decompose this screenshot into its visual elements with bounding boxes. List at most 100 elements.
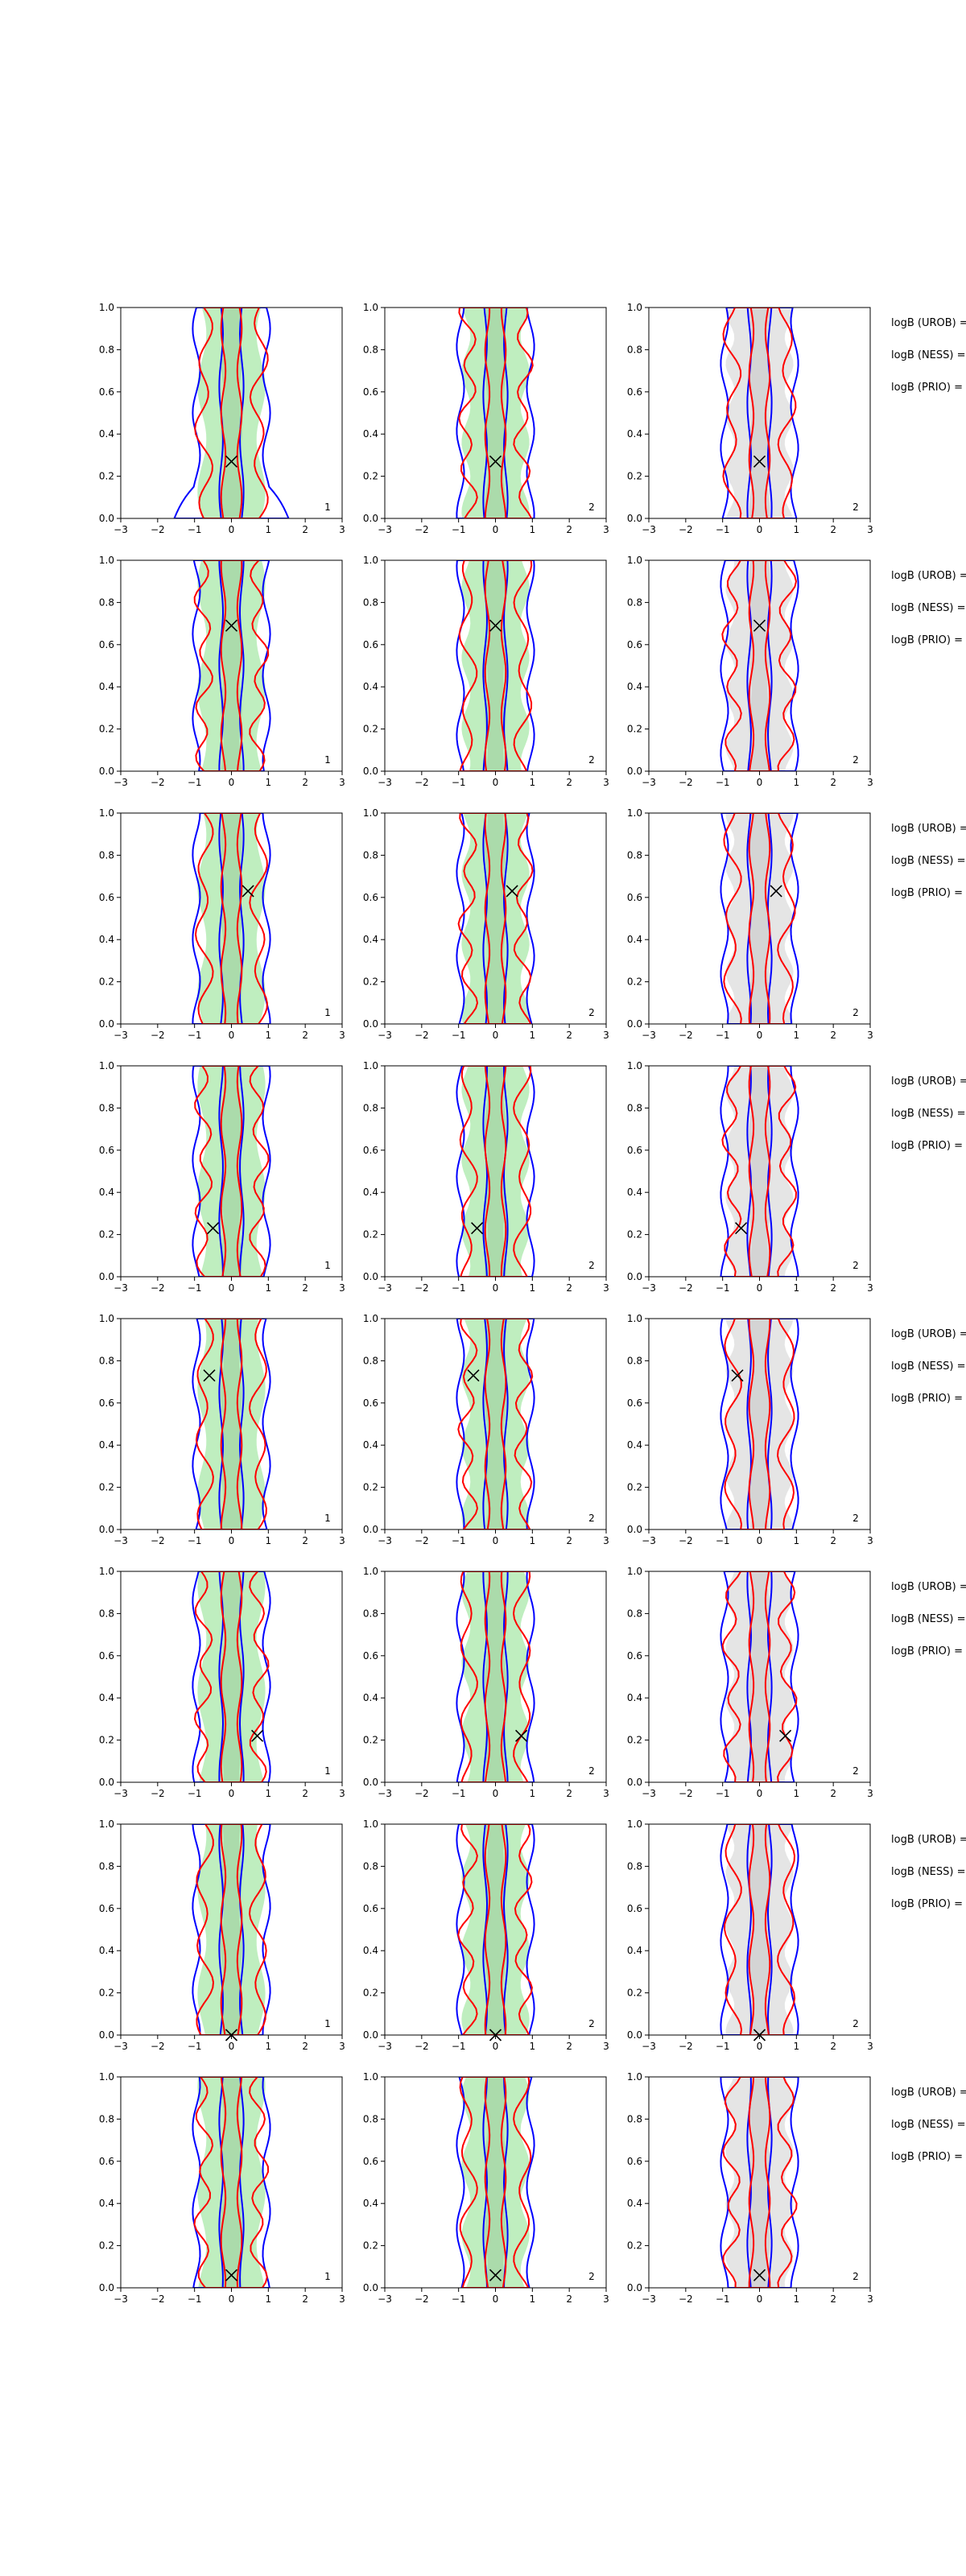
y-tick-label: 0.2 xyxy=(627,1482,642,1493)
x-tick-label: 1 xyxy=(794,1788,800,1799)
panel-corner-label: 2 xyxy=(852,1007,859,1018)
plot-area xyxy=(720,813,799,1024)
y-tick-label: 0.6 xyxy=(627,639,642,650)
x-tick-label: 2 xyxy=(830,524,836,535)
blue-contour-outer xyxy=(192,560,271,771)
y-tick-label: 0.6 xyxy=(363,892,378,903)
blue-contour-outer xyxy=(456,2077,535,2288)
plot-area xyxy=(456,1824,535,2035)
red-contour-outer xyxy=(194,813,268,1024)
x-tick-label: 3 xyxy=(603,1030,609,1041)
marker-x xyxy=(770,885,782,898)
x-tick-label: −2 xyxy=(151,524,165,535)
y-tick-label: 0.2 xyxy=(99,1482,114,1493)
y-tick-label: 0.6 xyxy=(363,1397,378,1409)
side-label: logB (PRIO) = xyxy=(891,2151,963,2163)
panel-r1-c2: −3 −2 −1 0 1 2 30.00.20.40.60.81.02 xyxy=(363,302,609,535)
plot-area xyxy=(720,2077,799,2288)
marker-x xyxy=(735,1222,748,1235)
panel-corner-label: 1 xyxy=(324,1765,331,1777)
blue-contour-outer xyxy=(456,1824,535,2035)
x-tick-label: −1 xyxy=(452,1535,466,1546)
y-tick-label: 0.6 xyxy=(99,892,114,903)
fill-core xyxy=(221,1319,242,1530)
marker-x xyxy=(753,619,766,632)
x-tick-label: 3 xyxy=(867,2293,873,2305)
y-tick-label: 0.6 xyxy=(627,1145,642,1156)
y-tick-label: 0.0 xyxy=(627,1524,642,1535)
x-tick-label: −3 xyxy=(114,1030,128,1041)
x-tick-label: −2 xyxy=(679,2041,693,2052)
y-tick-label: 0.2 xyxy=(627,471,642,482)
x-tick-label: 3 xyxy=(603,2041,609,2052)
panel-r2-c1: −3 −2 −1 0 1 2 3 0.0 0.2 0.4 0.6 0.8 1.0 1 xyxy=(99,555,345,788)
x-tick-label: −1 xyxy=(188,1788,202,1799)
y-tick-label: 0.4 xyxy=(99,1439,114,1451)
x-tick-label: 2 xyxy=(302,1535,308,1546)
side-label: logB (PRIO) = xyxy=(891,1645,963,1657)
side-label: logB (PRIO) = xyxy=(891,1393,963,1405)
blue-contour-inner xyxy=(746,1319,773,1530)
side-label: logB (UROB) = xyxy=(891,1075,966,1088)
x-tick-label: −3 xyxy=(114,2041,128,2052)
x-tick-label: 1 xyxy=(266,1535,272,1546)
y-tick-label: 0.2 xyxy=(363,471,378,482)
y-tick-label: 0.6 xyxy=(99,1903,114,1914)
y-tick-label: 0.6 xyxy=(363,1650,378,1662)
x-tick-label: 0 xyxy=(757,777,763,788)
x-tick-label: 3 xyxy=(339,1535,345,1546)
y-tick-label: 1.0 xyxy=(363,555,378,566)
x-tick-label: −1 xyxy=(716,777,730,788)
y-tick-label: 0.0 xyxy=(99,2282,114,2293)
y-tick-label: 0.2 xyxy=(627,1988,642,1999)
x-tick-label: 2 xyxy=(302,524,308,535)
fill-core xyxy=(485,560,506,771)
marker-x xyxy=(489,2268,502,2281)
x-tick-label: 2 xyxy=(566,777,572,788)
marker-x xyxy=(207,1222,220,1235)
red-contour-outer xyxy=(724,1824,796,2035)
y-tick-label: 0.4 xyxy=(363,1187,378,1198)
panel-corner-label: 2 xyxy=(588,2271,595,2282)
red-contour-inner xyxy=(748,2077,771,2288)
y-tick-label: 0.2 xyxy=(99,1229,114,1241)
red-contour-outer xyxy=(193,2077,270,2288)
side-label: logB (NESS) = xyxy=(891,349,966,361)
x-tick-label: 0 xyxy=(229,1030,235,1041)
y-tick-label: 0.4 xyxy=(627,1945,642,1956)
blue-contour-outer xyxy=(456,1571,535,1782)
x-tick-label: 2 xyxy=(566,2293,572,2305)
x-tick-label: −2 xyxy=(415,1788,429,1799)
panel-corner-label: 2 xyxy=(588,1260,595,1271)
fill-core xyxy=(221,813,242,1024)
y-tick-label: 0.8 xyxy=(363,344,378,355)
x-tick-label: 3 xyxy=(603,777,609,788)
plot-area xyxy=(456,308,535,518)
plot-area xyxy=(720,308,799,518)
x-tick-label: −1 xyxy=(188,777,202,788)
y-tick-label: 0.0 xyxy=(627,766,642,777)
x-tick-label: 2 xyxy=(302,777,308,788)
x-tick-label: −2 xyxy=(679,2293,693,2305)
x-tick-label: −3 xyxy=(642,1535,656,1546)
panel-r1-c3: −3 −2 −1 0 1 2 30.00.20.40.60.81.02 xyxy=(627,302,873,535)
x-tick-label: −1 xyxy=(188,2041,202,2052)
y-tick-label: 1.0 xyxy=(363,1566,378,1577)
x-tick-label: −2 xyxy=(151,777,165,788)
blue-contour-outer xyxy=(456,1319,535,1530)
red-contour-outer xyxy=(459,2077,532,2288)
x-tick-label: 2 xyxy=(830,777,836,788)
x-tick-label: −2 xyxy=(679,777,693,788)
plot-area xyxy=(456,1319,535,1530)
x-tick-label: −2 xyxy=(151,1788,165,1799)
x-tick-label: 1 xyxy=(794,2041,800,2052)
red-contour-inner xyxy=(748,813,771,1024)
side-label: logB (NESS) = xyxy=(891,1108,966,1120)
plot-area xyxy=(192,1066,271,1277)
red-contour-inner xyxy=(484,813,507,1024)
side-label: logB (UROB) = xyxy=(891,1581,966,1593)
x-tick-label: −3 xyxy=(642,1282,656,1294)
x-tick-label: −3 xyxy=(378,1030,392,1041)
blue-contour-inner xyxy=(482,1824,509,2035)
red-contour-outer xyxy=(721,560,798,771)
